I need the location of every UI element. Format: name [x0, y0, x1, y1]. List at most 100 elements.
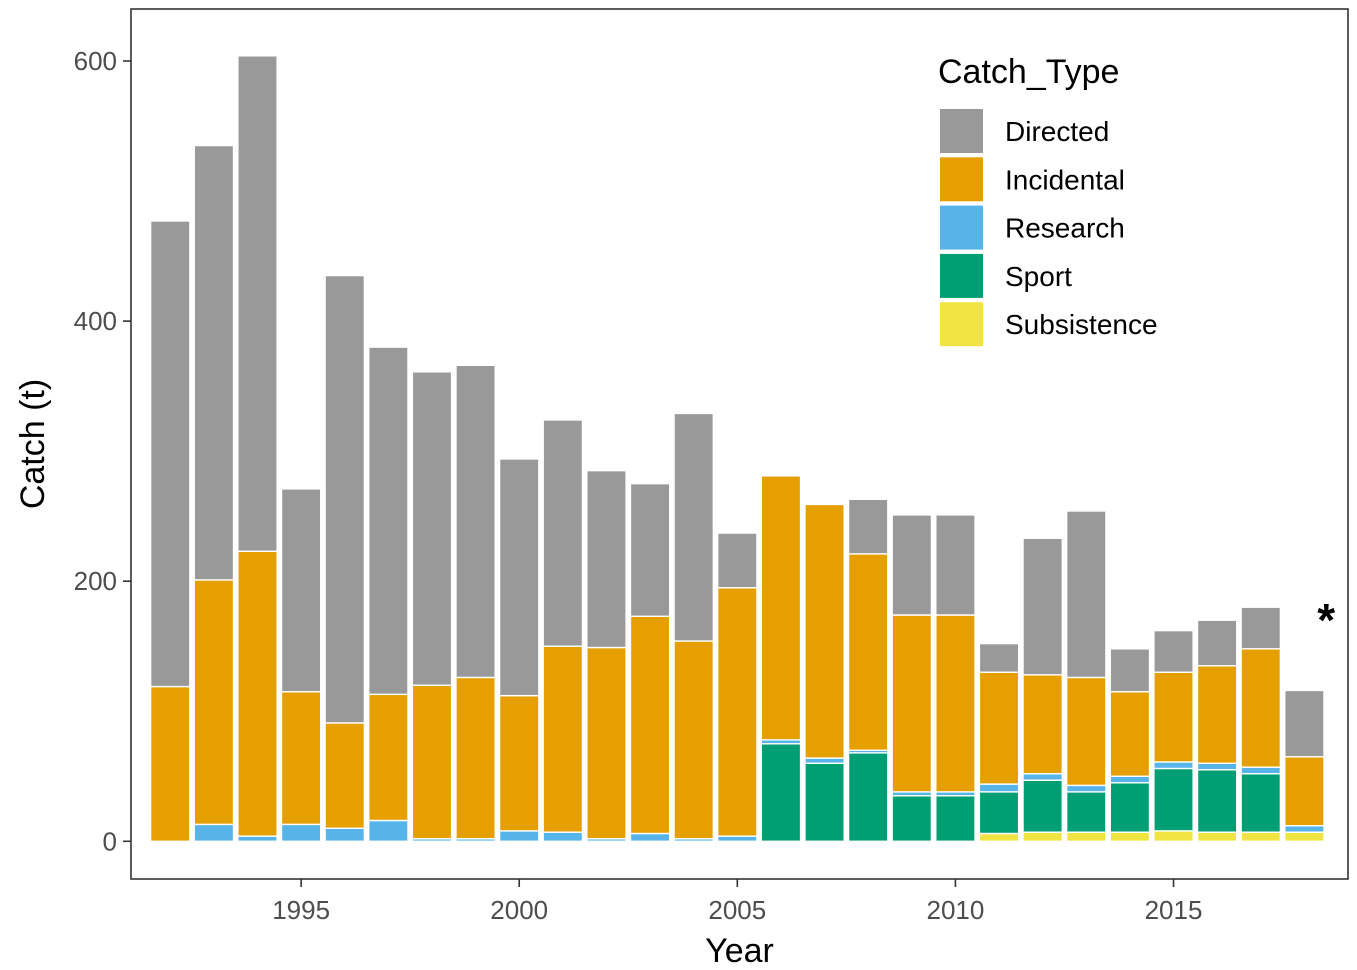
bar-2002-incidental: [586, 646, 627, 840]
x-axis: 1995 2000 2005 2010 2015: [272, 879, 1202, 925]
bar-1997-incidental: [368, 693, 409, 822]
bar-1995-incidental: [280, 691, 322, 826]
bar-1995-directed: [280, 488, 322, 693]
x-axis-title: Year: [705, 932, 774, 970]
bar-2012-incidental: [1022, 674, 1063, 775]
bar-2017-research: [1240, 766, 1282, 775]
bar-1999-directed: [455, 364, 496, 679]
bar-2016-directed: [1196, 619, 1238, 667]
bar-2009-directed: [891, 514, 933, 616]
bar-1999-incidental: [455, 676, 496, 840]
legend-title: Catch_Type: [938, 53, 1119, 91]
bar-2012-directed: [1022, 537, 1063, 676]
legend-label-research: Research: [1005, 213, 1125, 244]
bar-1996-directed: [324, 274, 366, 724]
bar-2016-incidental: [1196, 665, 1238, 764]
bar-2011-directed: [978, 642, 1020, 673]
bar-2016-sport: [1196, 769, 1238, 833]
bar-2000-incidental: [498, 694, 540, 832]
bar-1992-directed: [149, 220, 191, 688]
bar-1993-research: [193, 823, 235, 842]
y-tick-label-0: 0: [103, 826, 117, 856]
bar-1994-incidental: [237, 550, 278, 837]
bar-2013-directed: [1065, 510, 1107, 679]
bar-2014-directed: [1109, 648, 1151, 693]
bar-1993-incidental: [193, 579, 235, 826]
bar-2015-research: [1153, 761, 1194, 770]
legend-swatch-sport: [940, 253, 983, 298]
bar-2008-sport: [847, 752, 889, 842]
bar-2014-subsistence: [1109, 831, 1151, 842]
bar-2012-sport: [1022, 779, 1063, 833]
bar-2009-sport: [891, 795, 933, 842]
bar-2017-directed: [1240, 606, 1282, 650]
bar-2005-incidental: [716, 586, 758, 837]
bar-2011-subsistence: [978, 832, 1020, 842]
bars: [149, 55, 1325, 842]
legend-label-subsistence: Subsistence: [1005, 309, 1158, 340]
bar-2015-incidental: [1153, 671, 1194, 763]
bar-2018-subsistence: [1284, 831, 1325, 842]
bar-2013-subsistence: [1065, 831, 1107, 842]
bar-2014-incidental: [1109, 691, 1151, 777]
bar-2003-incidental: [629, 615, 671, 835]
legend-label-sport: Sport: [1005, 261, 1072, 292]
legend-label-incidental: Incidental: [1005, 164, 1125, 195]
bar-2012-research: [1022, 772, 1063, 781]
bar-2014-sport: [1109, 782, 1151, 833]
bar-2002-directed: [586, 469, 627, 649]
y-axis-title: Catch (t): [14, 379, 52, 509]
bar-2001-directed: [542, 419, 584, 647]
bar-2005-directed: [716, 532, 758, 589]
bar-2011-incidental: [978, 671, 1020, 785]
bar-2007-sport: [804, 762, 845, 842]
bar-2017-subsistence: [1240, 831, 1282, 842]
bar-1997-research: [368, 819, 409, 842]
bar-2010-incidental: [935, 614, 976, 793]
x-tick-label-2015: 2015: [1145, 895, 1203, 925]
y-tick-label-600: 600: [74, 46, 117, 76]
bar-1996-incidental: [324, 722, 366, 829]
bar-2018-incidental: [1284, 756, 1325, 827]
bar-2013-research: [1065, 784, 1107, 793]
panel-border: [130, 8, 1349, 880]
bar-1994-research: [237, 835, 278, 842]
bar-1997-directed: [368, 346, 409, 696]
bar-2003-research: [629, 832, 671, 842]
bar-2008-incidental: [847, 553, 889, 751]
bar-2008-directed: [847, 498, 889, 555]
legend-label-directed: Directed: [1005, 116, 1109, 147]
x-tick-label-2000: 2000: [490, 895, 548, 925]
legend-swatch-directed: [940, 109, 983, 153]
bar-2015-subsistence: [1153, 830, 1194, 842]
bar-2010-directed: [935, 514, 976, 616]
y-axis: 0 200 400 600: [74, 46, 131, 856]
legend-swatch-research: [940, 205, 983, 250]
bar-2000-research: [498, 830, 540, 842]
bar-2016-subsistence: [1196, 831, 1238, 842]
bar-2016-research: [1196, 762, 1238, 771]
bar-1998-directed: [411, 371, 453, 686]
bar-1994-directed: [237, 55, 278, 552]
x-tick-label-2005: 2005: [708, 895, 766, 925]
bar-2003-directed: [629, 482, 671, 618]
x-tick-label-1995: 1995: [272, 895, 330, 925]
bar-2007-research: [804, 757, 845, 764]
bar-2011-research: [978, 783, 1020, 793]
annotation-asterisk: *: [1317, 594, 1335, 646]
bar-2001-research: [542, 831, 584, 842]
bar-1996-research: [324, 827, 366, 842]
bar-1992-incidental: [149, 685, 191, 842]
legend: Catch_Type Directed Incidental Research Spo…: [938, 53, 1158, 347]
bar-2012-subsistence: [1022, 831, 1063, 842]
bar-2013-incidental: [1065, 676, 1107, 787]
bar-2009-incidental: [891, 614, 933, 793]
bar-1993-directed: [193, 144, 235, 581]
y-tick-label-200: 200: [74, 566, 117, 596]
bar-2015-directed: [1153, 629, 1194, 673]
bar-2010-sport: [935, 795, 976, 842]
bar-2017-sport: [1240, 772, 1282, 833]
bar-1998-incidental: [411, 684, 453, 840]
bar-2006-sport: [760, 743, 802, 842]
